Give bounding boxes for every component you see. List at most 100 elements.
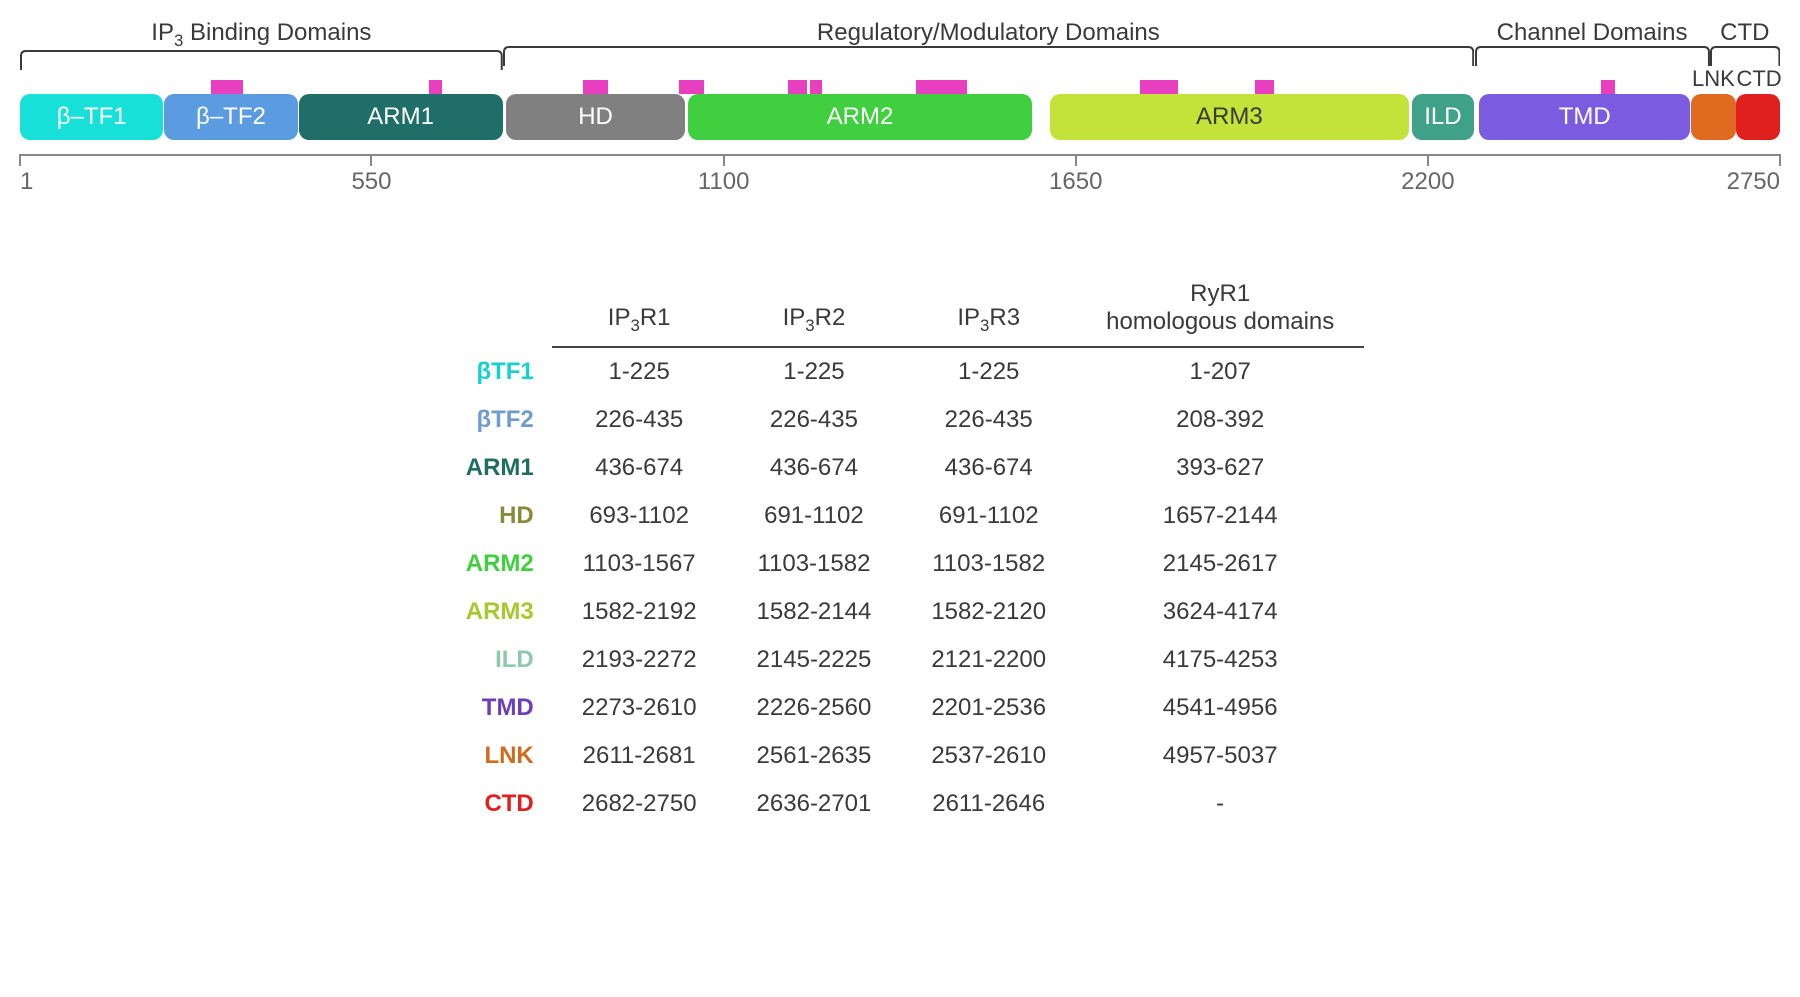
row-label: ARM1	[436, 444, 552, 492]
modification-tick	[429, 80, 442, 94]
modification-tick	[1255, 80, 1274, 94]
table-row: ILD2193-22722145-22252121-22004175-4253	[436, 636, 1365, 684]
domain-arm1: ARM1	[299, 94, 503, 140]
table-cell: 693-1102	[552, 492, 727, 540]
domain-arm3: ARM3	[1050, 94, 1409, 140]
modification-tick	[583, 80, 609, 94]
table-cell: 4175-4253	[1076, 636, 1364, 684]
bracket-3: CTD	[1710, 20, 1780, 66]
row-label: LNK	[436, 732, 552, 780]
table-col-r1: IP3R1	[552, 274, 727, 347]
table-cell: 1-225	[727, 347, 902, 396]
table-cell: 2611-2646	[901, 780, 1076, 828]
table-cell: 691-1102	[727, 492, 902, 540]
domain-btf2: β–TF2	[164, 94, 298, 140]
table-row: ARM21103-15671103-15821103-15822145-2617	[436, 540, 1365, 588]
table-cell: 1103-1567	[552, 540, 727, 588]
table-col-r2: IP3R2	[727, 274, 902, 347]
table-cell: 2145-2617	[1076, 540, 1364, 588]
bracket-1: Regulatory/Modulatory Domains	[503, 20, 1474, 66]
modification-tick	[788, 80, 807, 94]
domain-btf1: β–TF1	[20, 94, 163, 140]
bracket-row: IP3 Binding DomainsRegulatory/Modulatory…	[20, 20, 1780, 80]
bracket-2: Channel Domains	[1475, 20, 1710, 66]
row-label: HD	[436, 492, 552, 540]
table-row: CTD2682-27502636-27012611-2646-	[436, 780, 1365, 828]
axis-tick-label: 1650	[1049, 168, 1102, 196]
table-cell: 1582-2192	[552, 588, 727, 636]
domain-hd: HD	[506, 94, 685, 140]
modification-tick	[211, 80, 243, 94]
table-cell: 393-627	[1076, 444, 1364, 492]
table-row: HD693-1102691-1102691-11021657-2144	[436, 492, 1365, 540]
axis-tick	[723, 154, 725, 166]
table-cell: 2226-2560	[727, 684, 902, 732]
table-col-ryr: RyR1homologous domains	[1076, 274, 1364, 347]
axis-tick-label: 2750	[1727, 168, 1780, 196]
table-cell: 1582-2120	[901, 588, 1076, 636]
table-cell: 1-225	[901, 347, 1076, 396]
modification-tick	[916, 80, 967, 94]
table-cell: 2145-2225	[727, 636, 902, 684]
domain-lnk: LNK	[1691, 94, 1736, 140]
table-cell: 4957-5037	[1076, 732, 1364, 780]
axis-tick-label: 1100	[698, 168, 750, 196]
bracket-label: CTD	[1710, 20, 1780, 46]
table-cell: 4541-4956	[1076, 684, 1364, 732]
table-cell: 2537-2610	[901, 732, 1076, 780]
domain-ctd: CTD	[1736, 94, 1780, 140]
modification-tick	[1140, 80, 1178, 94]
table-cell: 1-225	[552, 347, 727, 396]
domain-top-label-lnk: LNK	[1691, 66, 1736, 92]
axis-line	[20, 154, 1780, 156]
axis-tick	[1075, 154, 1077, 166]
table-row: βTF2226-435226-435226-435208-392	[436, 396, 1365, 444]
table-cell: 691-1102	[901, 492, 1076, 540]
table-row: TMD2273-26102226-25602201-25364541-4956	[436, 684, 1365, 732]
row-label: ARM2	[436, 540, 552, 588]
domain-range-table: IP3R1IP3R2IP3R3RyR1homologous domains βTF…	[436, 274, 1365, 828]
row-label: βTF2	[436, 396, 552, 444]
domain-arm2: ARM2	[688, 94, 1031, 140]
axis-tick-label: 550	[351, 168, 391, 196]
table-cell: 208-392	[1076, 396, 1364, 444]
protein-domain-figure: IP3 Binding DomainsRegulatory/Modulatory…	[20, 20, 1780, 828]
modification-tick	[810, 80, 822, 94]
domain-bar: β–TF1β–TF2ARM1HDARM2ARM3ILDTMDLNKCTD	[20, 94, 1780, 140]
table-cell: 226-435	[552, 396, 727, 444]
table-cell: 1103-1582	[727, 540, 902, 588]
bracket-0: IP3 Binding Domains	[20, 20, 503, 70]
bracket-label: Regulatory/Modulatory Domains	[503, 20, 1474, 46]
table-cell: 2201-2536	[901, 684, 1076, 732]
modification-tick	[679, 80, 705, 94]
table-cell: 1103-1582	[901, 540, 1076, 588]
domain-top-label-ctd: CTD	[1736, 66, 1780, 92]
table-cell: 2611-2681	[552, 732, 727, 780]
table-cell: 2636-2701	[727, 780, 902, 828]
table-cell: 2561-2635	[727, 732, 902, 780]
row-label: TMD	[436, 684, 552, 732]
bracket-label: IP3 Binding Domains	[20, 20, 503, 50]
table-cell: 2273-2610	[552, 684, 727, 732]
row-label: ARM3	[436, 588, 552, 636]
table-cell: 1657-2144	[1076, 492, 1364, 540]
axis-tick-label: 2200	[1401, 168, 1454, 196]
modification-tick	[1601, 80, 1615, 94]
table-cell: 226-435	[901, 396, 1076, 444]
table-cell: 1-207	[1076, 347, 1364, 396]
axis-tick	[19, 154, 21, 166]
table-cell: 2193-2272	[552, 636, 727, 684]
domain-tmd: TMD	[1479, 94, 1690, 140]
axis-tick	[1779, 154, 1781, 166]
table-col-r3: IP3R3	[901, 274, 1076, 347]
row-label: ILD	[436, 636, 552, 684]
table-cell: -	[1076, 780, 1364, 828]
table-cell: 1582-2144	[727, 588, 902, 636]
table-cell: 2121-2200	[901, 636, 1076, 684]
table-row: LNK2611-26812561-26352537-26104957-5037	[436, 732, 1365, 780]
bracket-label: Channel Domains	[1475, 20, 1710, 46]
table-cell: 436-674	[901, 444, 1076, 492]
table-row: ARM1436-674436-674436-674393-627	[436, 444, 1365, 492]
axis-tick-label: 1	[20, 168, 33, 196]
row-label: βTF1	[436, 347, 552, 396]
